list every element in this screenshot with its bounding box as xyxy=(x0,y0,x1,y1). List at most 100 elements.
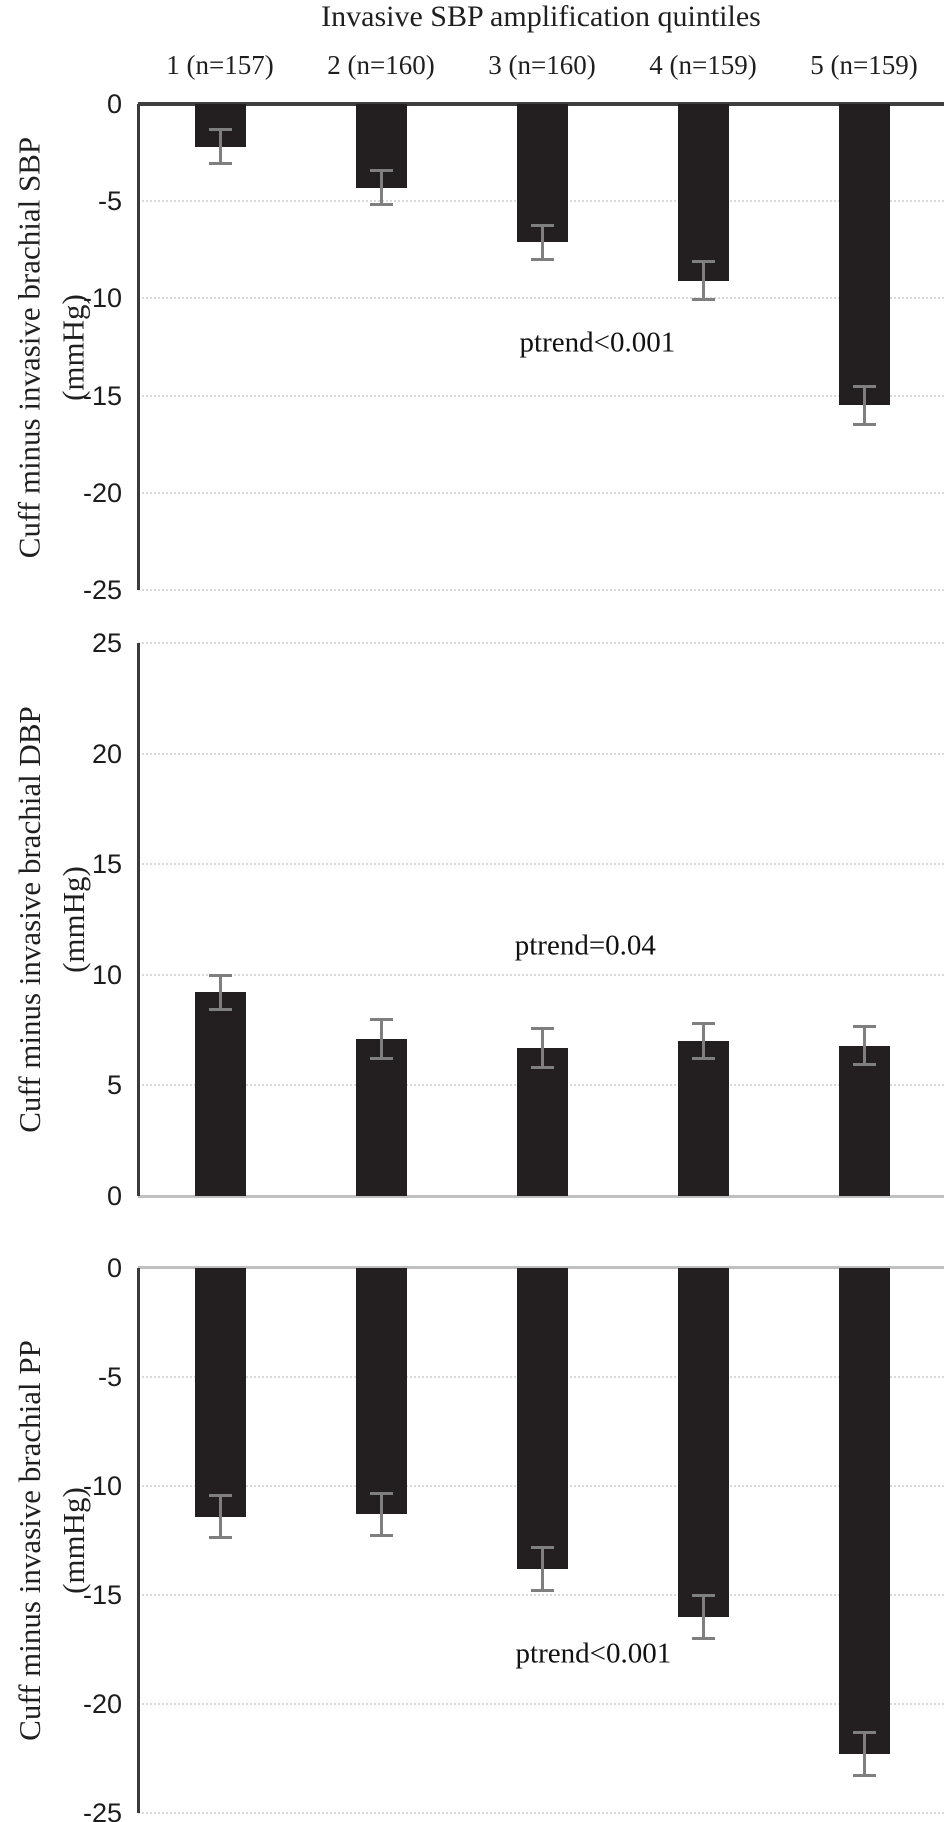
error-bar xyxy=(862,1732,866,1776)
bar-quintile-5 xyxy=(838,1045,890,1196)
error-bar-cap xyxy=(208,1008,232,1012)
gridline xyxy=(138,1594,944,1596)
error-bar-cap xyxy=(530,257,554,261)
bar-quintile-3 xyxy=(516,104,568,243)
y-tick-label: 20 xyxy=(91,738,122,769)
error-bar-cap xyxy=(369,169,393,173)
gridline xyxy=(138,973,944,976)
y-axis-line xyxy=(137,643,140,1196)
y-tick-label: -10 xyxy=(82,283,122,314)
error-bar-cap xyxy=(369,1491,393,1495)
error-bar-cap xyxy=(530,1546,554,1550)
gridline xyxy=(138,491,944,494)
y-axis-title-sbp-line2: (mmHg) xyxy=(55,293,91,401)
error-bar xyxy=(379,1492,383,1537)
error-bar-cap xyxy=(208,162,232,166)
bar-quintile-3 xyxy=(516,1047,568,1196)
y-axis-title-pp: Cuff minus invasive brachial PP (mmHg) xyxy=(8,1268,103,1813)
quintile-header-2: 2 (n=160) xyxy=(327,50,435,80)
error-bar-cap xyxy=(530,223,554,227)
error-bar-cap xyxy=(852,1773,876,1777)
gridline xyxy=(138,589,944,591)
y-axis-title-dbp-line2: (mmHg) xyxy=(55,866,91,973)
quintile-header-5: 5 (n=159) xyxy=(810,50,918,80)
y-tick-label: -25 xyxy=(82,1798,122,1822)
error-bar-cap xyxy=(369,1056,393,1060)
zero-baseline xyxy=(138,1195,944,1198)
error-bar xyxy=(379,170,383,206)
error-bar-cap xyxy=(208,128,232,132)
error-bar-cap xyxy=(691,1636,715,1640)
error-bar-cap xyxy=(691,1022,715,1026)
gridline xyxy=(138,1703,944,1705)
ptrend-annotation-dbp: ptrend=0.04 xyxy=(514,929,656,962)
y-tick-label: -20 xyxy=(82,477,122,508)
y-tick-label: 10 xyxy=(91,959,122,990)
gridline xyxy=(138,752,944,755)
quintile-header-4: 4 (n=159) xyxy=(649,50,757,80)
error-bar xyxy=(701,261,705,301)
error-bar-cap xyxy=(691,260,715,264)
error-bar xyxy=(862,385,866,425)
y-tick-label: 25 xyxy=(91,628,122,658)
error-bar-cap xyxy=(530,1026,554,1030)
y-tick-label: 0 xyxy=(106,1181,122,1211)
bar-quintile-2 xyxy=(355,1038,407,1196)
error-bar-cap xyxy=(852,1063,876,1067)
y-tick-label: -15 xyxy=(82,1580,122,1610)
y-tick-label: -5 xyxy=(97,186,122,217)
error-bar xyxy=(218,129,222,165)
error-bar-cap xyxy=(369,1534,393,1538)
y-axis-title-dbp: Cuff minus invasive brachial DBP (mmHg) xyxy=(8,643,103,1196)
y-tick-label: 0 xyxy=(106,89,122,119)
y-axis-title-sbp-line1: Cuff minus invasive brachial SBP xyxy=(11,136,47,558)
ptrend-annotation-pp: ptrend<0.001 xyxy=(515,1637,672,1670)
y-tick-label: -20 xyxy=(82,1689,122,1719)
bar-quintile-3 xyxy=(516,1268,568,1569)
error-bar-cap xyxy=(208,1536,232,1540)
figure-title: Invasive SBP amplification quintiles xyxy=(321,0,761,33)
error-bar xyxy=(540,1547,544,1591)
y-tick-label: -5 xyxy=(97,1362,122,1392)
error-bar-cap xyxy=(691,1056,715,1060)
error-bar-cap xyxy=(852,1024,876,1028)
error-bar-cap xyxy=(530,1065,554,1069)
bar-quintile-2 xyxy=(355,1268,407,1515)
gridline xyxy=(138,863,944,866)
error-bar xyxy=(379,1019,383,1059)
error-bar-cap xyxy=(530,1588,554,1592)
y-tick-label: 0 xyxy=(106,1253,122,1283)
error-bar xyxy=(218,974,222,1011)
bar-quintile-5 xyxy=(838,104,890,406)
bar-quintile-1 xyxy=(194,1268,246,1517)
y-tick-label: 5 xyxy=(106,1070,122,1101)
error-bar xyxy=(701,1023,705,1059)
gridline xyxy=(138,1812,944,1814)
error-bar-cap xyxy=(852,384,876,388)
y-tick-label: 15 xyxy=(91,849,122,880)
error-bar xyxy=(862,1025,866,1066)
error-bar-cap xyxy=(369,1018,393,1022)
error-bar xyxy=(540,1027,544,1068)
y-tick-label: -10 xyxy=(82,1471,122,1501)
error-bar xyxy=(701,1595,705,1639)
y-tick-label: -15 xyxy=(82,380,122,411)
y-axis-line xyxy=(137,1268,140,1813)
y-axis-title-dbp-line1: Cuff minus invasive brachial DBP xyxy=(11,706,47,1133)
y-axis-title-sbp: Cuff minus invasive brachial SBP (mmHg) xyxy=(8,104,103,590)
error-bar-cap xyxy=(691,1594,715,1597)
bar-quintile-5 xyxy=(838,1268,890,1755)
gridline xyxy=(138,642,944,644)
gridline xyxy=(138,297,944,300)
error-bar xyxy=(218,1494,222,1539)
zero-baseline xyxy=(138,1266,944,1269)
error-bar-cap xyxy=(208,1493,232,1497)
quintile-header-1: 1 (n=157) xyxy=(166,50,274,80)
gridline xyxy=(138,394,944,397)
ptrend-annotation-sbp: ptrend<0.001 xyxy=(519,326,676,359)
error-bar-cap xyxy=(208,973,232,977)
bar-quintile-4 xyxy=(677,104,729,281)
error-bar-cap xyxy=(852,422,876,426)
bar-quintile-4 xyxy=(677,1268,729,1617)
